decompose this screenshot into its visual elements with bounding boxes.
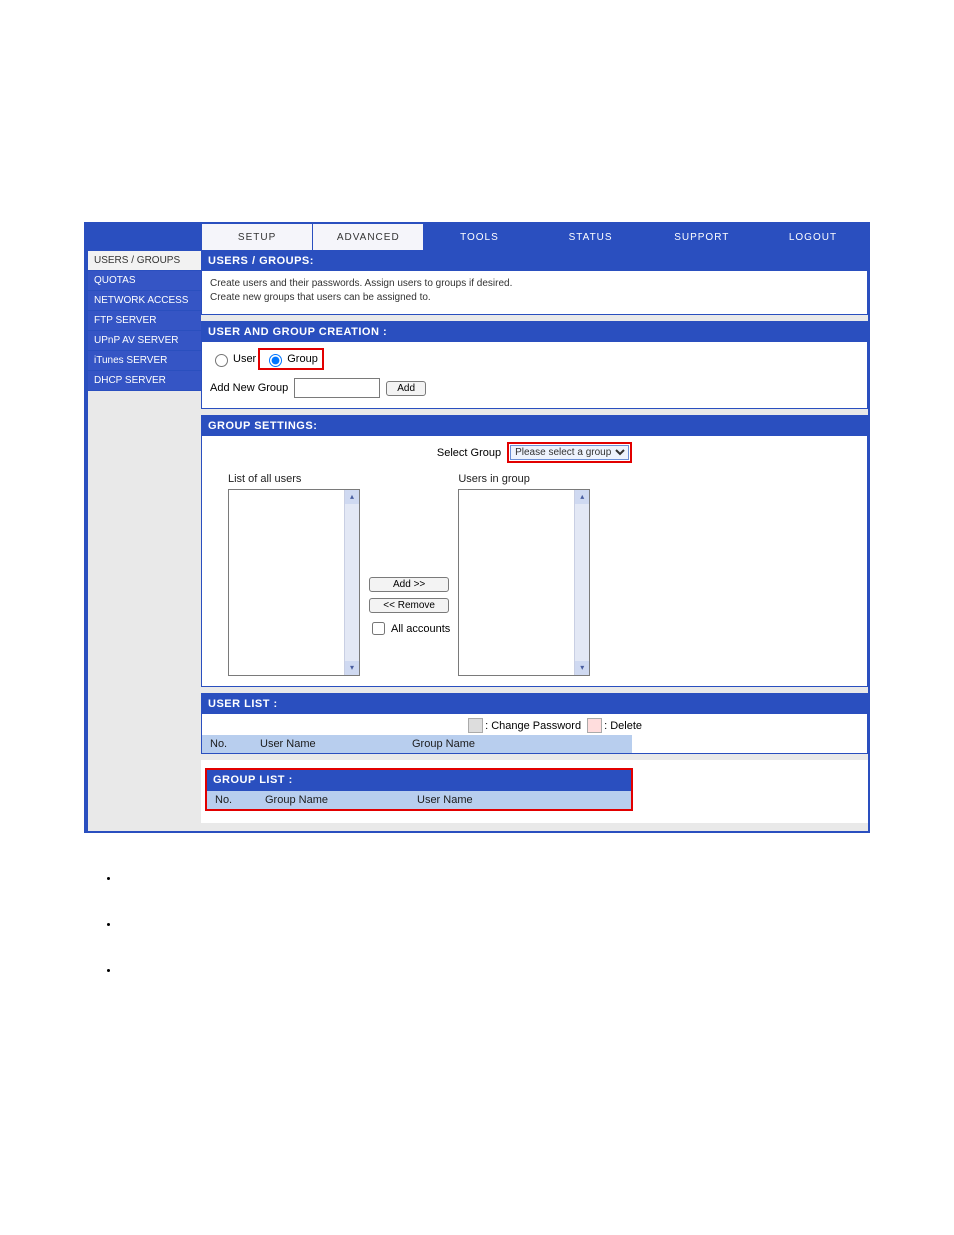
sidebar-item-quotas[interactable]: QUOTAS [88,271,201,291]
panel-creation: USER AND GROUP CREATION : User Group Add… [201,321,868,409]
highlight-group-radio: Group [258,348,324,370]
add-button[interactable]: Add [386,381,426,396]
bullet-list [120,873,954,971]
highlight-group-list: GROUP LIST : No. Group Name User Name [205,768,633,811]
help-text-line1: Create users and their passwords. Assign… [210,277,859,291]
add-new-group-label: Add New Group [210,382,288,394]
panel-title-user-list: USER LIST : [202,694,867,714]
listbox-all-users[interactable]: ▴ ▾ [228,489,360,676]
scrollbar-all-users[interactable]: ▴ ▾ [344,490,359,675]
col-no-grouplist: No. [207,791,257,809]
top-nav: SETUP ADVANCED TOOLS STATUS SUPPORT LOGO… [88,224,868,250]
nav-spacer [88,224,201,250]
panel-title-users-groups: USERS / GROUPS: [202,251,867,271]
scroll-down-icon[interactable]: ▾ [345,661,359,675]
tab-support[interactable]: SUPPORT [646,224,757,250]
tab-advanced[interactable]: ADVANCED [312,224,423,250]
radio-user-label: User [233,353,256,365]
help-text-line2: Create new groups that users can be assi… [210,291,859,305]
app-window: SETUP ADVANCED TOOLS STATUS SUPPORT LOGO… [84,222,870,833]
add-group-input[interactable] [294,378,380,398]
sidebar-item-itunes-server[interactable]: iTunes SERVER [88,351,201,371]
bullet-item [120,965,954,971]
list-all-users-label: List of all users [228,473,360,485]
panel-title-group-list: GROUP LIST : [207,770,631,790]
panel-user-list: USER LIST : : Change Password : Delete N… [201,693,868,754]
users-in-group-label: Users in group [458,473,590,485]
tab-tools[interactable]: TOOLS [423,224,534,250]
col-no: No. [202,735,252,753]
sidebar: USERS / GROUPS QUOTAS NETWORK ACCESS FTP… [88,250,201,831]
radio-group-label: Group [287,353,318,365]
radio-user[interactable] [215,354,228,367]
legend-delete: : Delete [604,720,642,732]
remove-from-group-button[interactable]: << Remove [369,598,449,613]
bullet-item [120,919,954,925]
checkbox-all-accounts-label: All accounts [391,623,450,635]
highlight-select-group: Please select a group [507,442,632,463]
edit-icon [468,718,483,733]
panel-title-creation: USER AND GROUP CREATION : [202,322,867,342]
tab-status[interactable]: STATUS [535,224,646,250]
sidebar-item-network-access[interactable]: NETWORK ACCESS [88,291,201,311]
col-group: Group Name [404,735,632,753]
radio-group[interactable] [269,354,282,367]
col-user: User Name [252,735,404,753]
sidebar-item-upnp-av-server[interactable]: UPnP AV SERVER [88,331,201,351]
checkbox-all-accounts[interactable] [372,622,385,635]
add-to-group-button[interactable]: Add >> [369,577,449,592]
tab-logout[interactable]: LOGOUT [757,224,868,250]
panel-group-settings: GROUP SETTINGS: Select Group Please sele… [201,415,868,687]
main-content: USERS / GROUPS: Create users and their p… [201,250,868,831]
sidebar-item-dhcp-server[interactable]: DHCP SERVER [88,371,201,391]
col-group-grouplist: Group Name [257,791,409,809]
legend-change-password: : Change Password [485,720,581,732]
bullet-item [120,873,954,879]
tab-setup[interactable]: SETUP [201,224,312,250]
delete-icon [587,718,602,733]
scrollbar-users-in-group[interactable]: ▴ ▾ [574,490,589,675]
panel-users-groups: USERS / GROUPS: Create users and their p… [201,250,868,315]
col-user-grouplist: User Name [409,791,631,809]
select-group-label: Select Group [437,447,501,459]
scroll-down-icon[interactable]: ▾ [575,661,589,675]
select-group[interactable]: Please select a group [510,445,629,460]
scroll-up-icon[interactable]: ▴ [575,490,589,504]
listbox-users-in-group[interactable]: ▴ ▾ [458,489,590,676]
sidebar-item-users-groups[interactable]: USERS / GROUPS [88,250,201,271]
scroll-up-icon[interactable]: ▴ [345,490,359,504]
sidebar-item-ftp-server[interactable]: FTP SERVER [88,311,201,331]
panel-title-group-settings: GROUP SETTINGS: [202,416,867,436]
